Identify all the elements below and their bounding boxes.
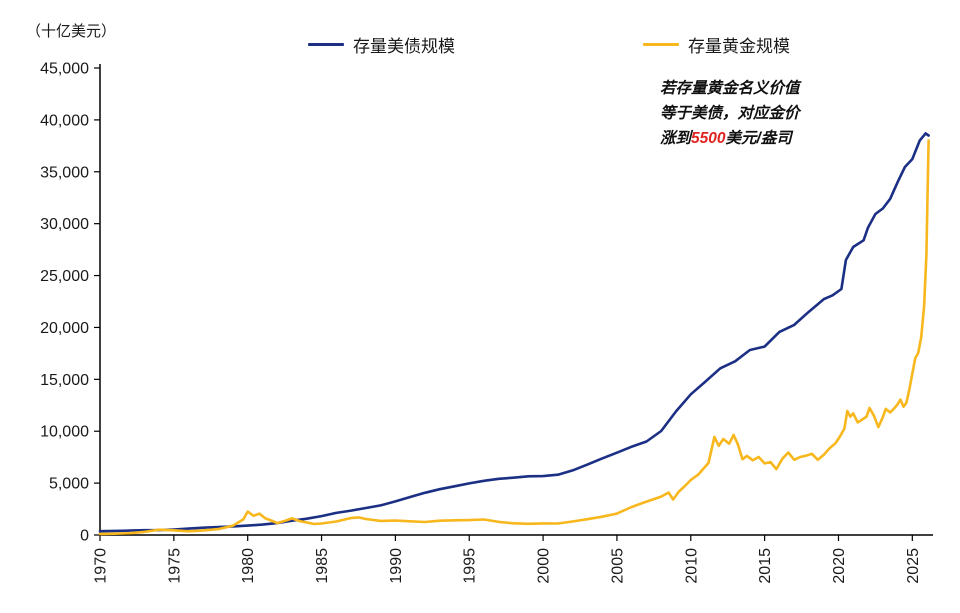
svg-text:15,000: 15,000 [40,372,89,389]
svg-text:5,000: 5,000 [49,476,89,493]
svg-text:35,000: 35,000 [40,164,89,181]
svg-text:20,000: 20,000 [40,320,89,337]
y-axis-unit-label: （十亿美元） [26,23,117,40]
svg-text:25,000: 25,000 [40,268,89,285]
svg-text:30,000: 30,000 [40,216,89,233]
svg-text:1970: 1970 [93,548,110,584]
svg-text:1975: 1975 [166,548,183,584]
chart-legend: 存量美债规模 存量黄金规模 [308,32,790,57]
legend-item-us-debt: 存量美债规模 [308,32,455,57]
legend-label-us-debt: 存量美债规模 [353,37,455,56]
chart-annotation: 若存量黄金名义价值 等于美债，对应金价 涨到5500美元/盎司 [660,76,910,151]
gold-line-swatch [643,43,679,46]
svg-text:0: 0 [80,528,89,545]
annotation-line-3-prefix: 涨到 [660,130,692,147]
legend-label-gold: 存量黄金规模 [688,37,790,56]
legend-item-gold: 存量黄金规模 [643,32,790,57]
svg-text:45,000: 45,000 [40,61,89,78]
svg-text:2000: 2000 [536,548,553,584]
svg-text:1995: 1995 [462,548,479,584]
svg-text:2010: 2010 [683,548,700,584]
svg-text:1985: 1985 [314,548,331,584]
svg-text:1990: 1990 [388,548,405,584]
annotation-line-3-suffix: 美元/盎司 [725,130,792,147]
annotation-highlight: 5500 [691,130,726,147]
svg-text:2005: 2005 [609,548,626,584]
svg-text:10,000: 10,000 [40,424,89,441]
annotation-line-3: 涨到5500美元/盎司 [660,126,910,151]
svg-text:2025: 2025 [905,548,922,584]
svg-text:2015: 2015 [757,548,774,584]
annotation-line-2: 等于美债，对应金价 [660,105,800,122]
annotation-line-1: 若存量黄金名义价值 [660,80,800,97]
svg-text:1980: 1980 [240,548,257,584]
svg-text:40,000: 40,000 [40,112,89,129]
us-debt-line-swatch [308,43,344,46]
svg-text:2020: 2020 [831,548,848,584]
